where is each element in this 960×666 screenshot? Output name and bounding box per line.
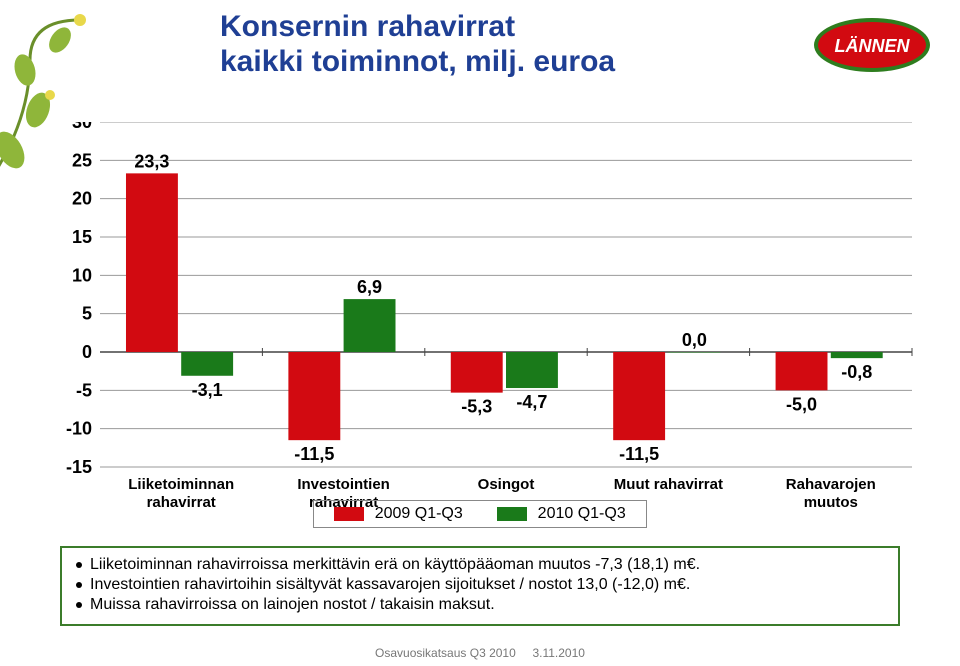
notes-box: Liiketoiminnan rahavirroissa merkittävin… [60, 546, 900, 626]
svg-text:-5,0: -5,0 [786, 394, 817, 414]
svg-text:-5: -5 [76, 380, 92, 400]
legend-label-2009: 2009 Q1-Q3 [375, 505, 463, 522]
svg-text:0: 0 [82, 342, 92, 362]
legend-swatch-2009 [334, 507, 364, 521]
bullet-dot-icon [76, 602, 82, 608]
page-title: Konsernin rahavirrat kaikki toiminnot, m… [220, 10, 615, 79]
svg-text:-4,7: -4,7 [516, 392, 547, 412]
svg-text:25: 25 [72, 150, 92, 170]
title-line2: kaikki toiminnot, milj. euroa [220, 45, 615, 80]
note-text: Muissa rahavirroissa on lainojen nostot … [90, 596, 495, 613]
svg-text:6,9: 6,9 [357, 277, 382, 297]
svg-text:-3,1: -3,1 [192, 380, 223, 400]
bullet-dot-icon [76, 562, 82, 568]
bullet-dot-icon [76, 582, 82, 588]
svg-text:15: 15 [72, 227, 92, 247]
svg-text:Rahavarojen: Rahavarojen [786, 476, 876, 493]
footer-left: Osavuosikatsaus Q3 2010 [375, 646, 516, 660]
svg-text:-11,5: -11,5 [294, 444, 334, 464]
svg-text:Liiketoiminnan: Liiketoiminnan [128, 476, 234, 493]
footer-right: 3.11.2010 [532, 646, 585, 660]
note-text: Investointien rahavirtoihin sisältyvät k… [90, 576, 690, 593]
svg-text:-15: -15 [66, 457, 92, 477]
note-row: Muissa rahavirroissa on lainojen nostot … [76, 596, 884, 614]
footer: Osavuosikatsaus Q3 2010 3.11.2010 [0, 646, 960, 660]
note-row: Investointien rahavirtoihin sisältyvät k… [76, 576, 884, 594]
svg-text:5: 5 [82, 304, 92, 324]
note-text: Liiketoiminnan rahavirroissa merkittävin… [90, 556, 700, 573]
brand-logo: LÄNNEN [812, 16, 932, 74]
cash-flow-chart: -15 -10 -5 0 5 10 15 20 25 30 23,3 -3,1 Liiketoiminn… [50, 122, 920, 522]
svg-text:10: 10 [72, 265, 92, 285]
brand-text: LÄNNEN [835, 36, 911, 56]
note-row: Liiketoiminnan rahavirroissa merkittävin… [76, 556, 884, 574]
svg-text:Muut rahavirrat: Muut rahavirrat [614, 476, 723, 493]
title-line1: Konsernin rahavirrat [220, 10, 615, 45]
svg-text:0,0: 0,0 [682, 330, 707, 350]
svg-text:-11,5: -11,5 [619, 444, 659, 464]
svg-text:30: 30 [72, 122, 92, 132]
svg-text:-5,3: -5,3 [461, 397, 492, 417]
svg-text:Osingot: Osingot [478, 476, 535, 493]
svg-text:-10: -10 [66, 419, 92, 439]
chart-legend: 2009 Q1-Q3 2010 Q1-Q3 [0, 500, 960, 528]
svg-text:20: 20 [72, 189, 92, 209]
legend-label-2010: 2010 Q1-Q3 [538, 505, 626, 522]
svg-text:-0,8: -0,8 [841, 362, 872, 382]
svg-text:23,3: 23,3 [134, 151, 169, 171]
legend-swatch-2010 [497, 507, 527, 521]
svg-text:Investointien: Investointien [297, 476, 390, 493]
